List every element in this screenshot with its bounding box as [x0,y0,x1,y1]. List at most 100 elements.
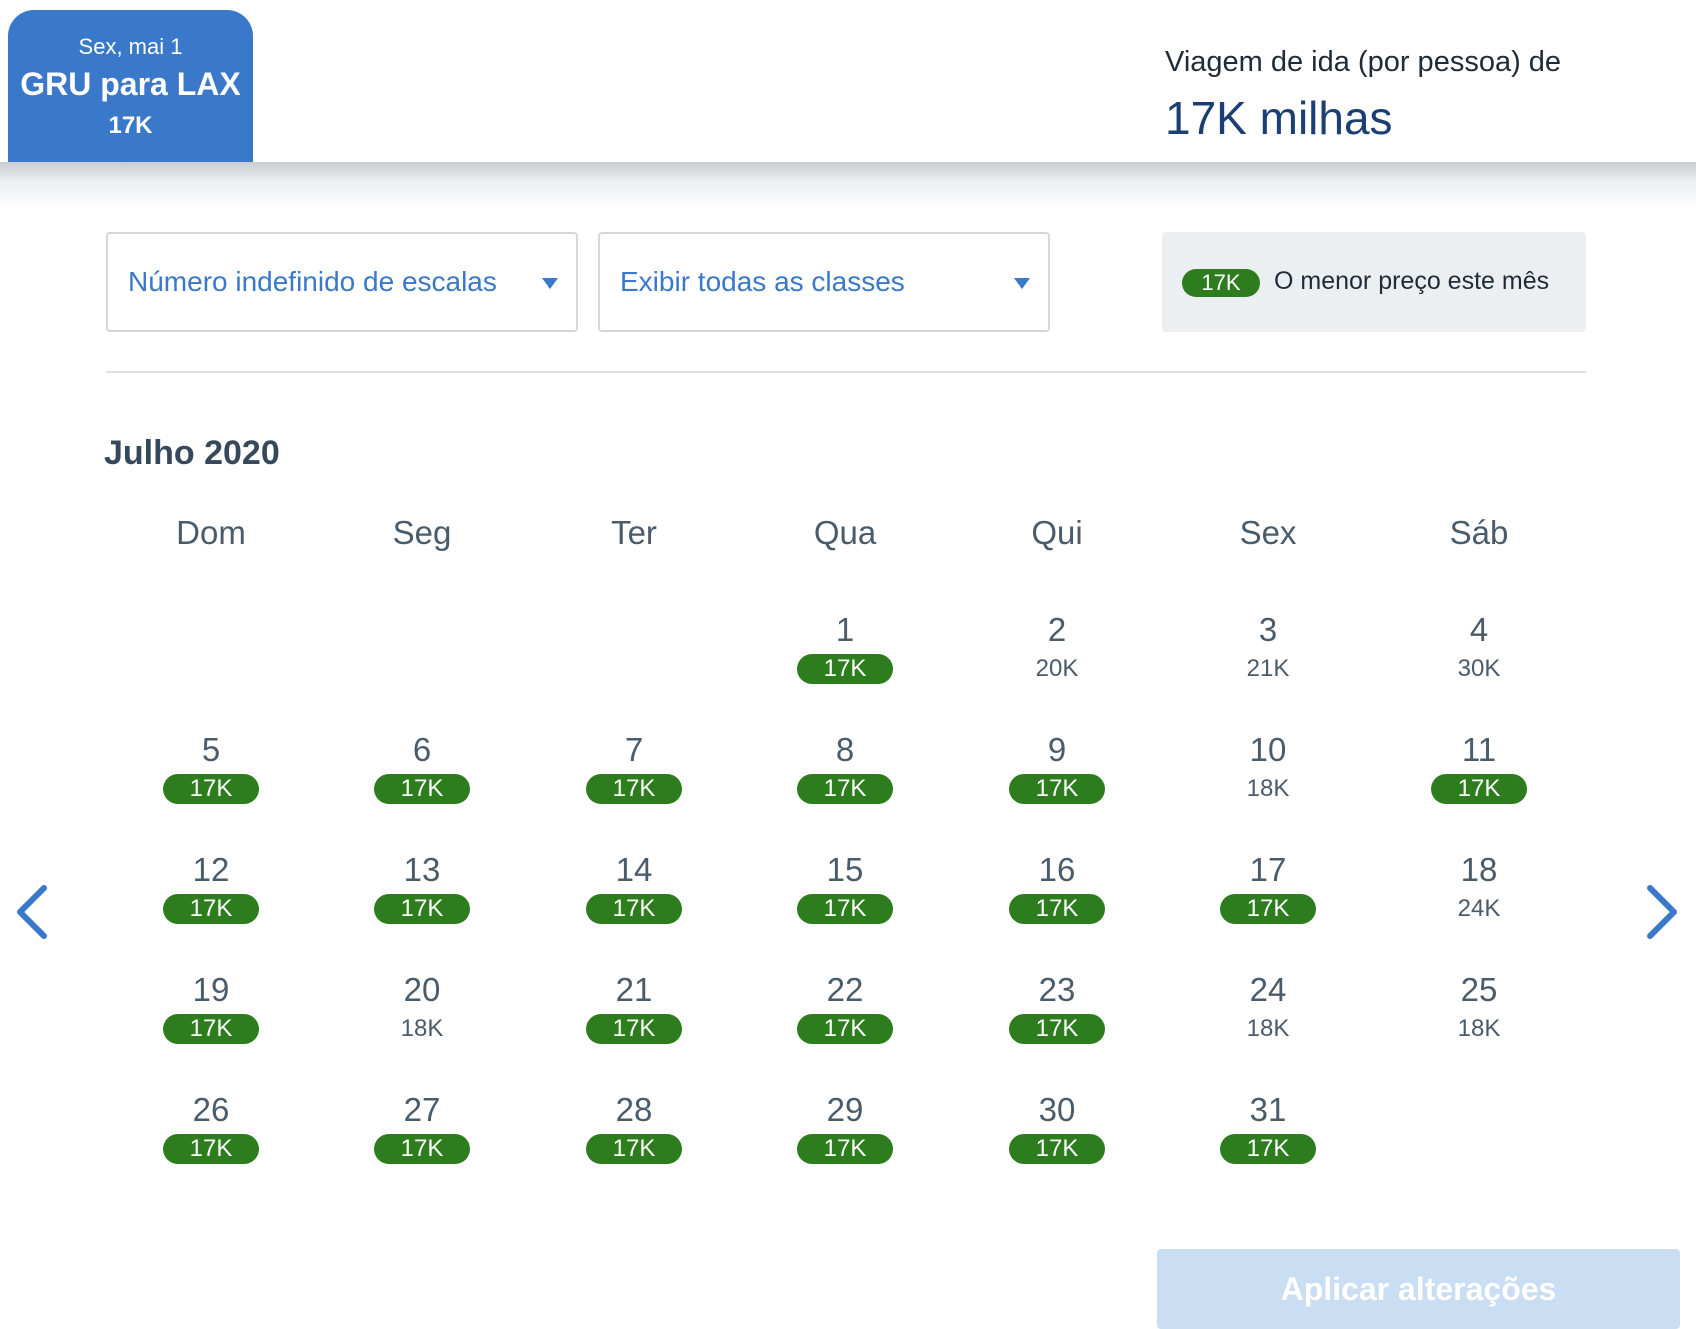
lowest-price-legend: 17K O menor preço este mês [1162,232,1586,332]
lowest-price-pill: 17K [163,1014,259,1044]
calendar-day[interactable]: 14 17K [574,852,694,948]
day-number: 20 [403,971,441,1008]
calendar-day[interactable]: 17 17K [1208,852,1328,948]
day-number: 24 [1249,971,1287,1008]
day-price: 18K [400,1015,444,1042]
calendar-day[interactable]: 29 17K [785,1092,905,1188]
calendar-day[interactable]: 15 17K [785,852,905,948]
day-number: 5 [201,731,221,768]
day-number: 31 [1249,1091,1287,1128]
calendar-day[interactable]: 23 17K [997,972,1117,1068]
day-number: 17 [1249,851,1287,888]
weekday-header: Sex [1239,514,1297,551]
lowest-price-pill: 17K [797,894,893,924]
lowest-price-pill: 17K [797,1134,893,1164]
day-number: 25 [1460,971,1498,1008]
legend-text: O menor preço este mês [1274,267,1550,295]
day-number: 1 [835,611,855,648]
lowest-price-pill: 17K [374,1134,470,1164]
divider [106,371,1586,373]
price-summary: Viagem de ida (por pessoa) de 17K milhas [1165,46,1561,145]
day-number: 10 [1249,731,1287,768]
day-number: 4 [1469,611,1489,648]
day-number: 29 [826,1091,864,1128]
lowest-price-pill: 17K [586,894,682,924]
day-price: 18K [1457,1015,1501,1042]
day-number: 22 [826,971,864,1008]
calendar-day[interactable]: 1 17K [785,612,905,708]
lowest-price-pill: 17K [797,1014,893,1044]
calendar-day[interactable]: 20 18K [362,972,482,1068]
lowest-price-pill: 17K [1009,1134,1105,1164]
lowest-price-pill: 17K [1220,894,1316,924]
lowest-price-pill: 17K [1220,1134,1316,1164]
lowest-price-pill: 17K [163,774,259,804]
lowest-price-pill: 17K [163,894,259,924]
stops-dropdown[interactable]: Número indefinido de escalas [106,232,578,332]
calendar-day[interactable]: 3 21K [1208,612,1328,708]
apply-changes-button[interactable]: Aplicar alterações [1157,1249,1680,1329]
day-number: 21 [615,971,653,1008]
lowest-price-pill: 17K [586,1134,682,1164]
day-price: 18K [1246,1015,1290,1042]
calendar-day[interactable]: 24 18K [1208,972,1328,1068]
calendar-day[interactable]: 4 30K [1419,612,1539,708]
day-number: 11 [1461,731,1497,768]
day-number: 19 [192,971,230,1008]
chevron-right-icon[interactable] [1634,882,1684,942]
day-number: 28 [615,1091,653,1128]
lowest-price-pill: 17K [586,1014,682,1044]
calendar-day[interactable]: 22 17K [785,972,905,1068]
day-number: 2 [1047,611,1067,648]
calendar-day[interactable]: 27 17K [362,1092,482,1188]
day-number: 13 [403,851,441,888]
trip-tab[interactable]: Sex, mai 1 GRU para LAX 17K [8,10,253,162]
weekday-header: Dom [176,514,246,551]
lowest-price-pill: 17K [1009,1014,1105,1044]
day-number: 16 [1038,851,1076,888]
calendar-day[interactable]: 11 17K [1419,732,1539,828]
calendar-day[interactable]: 10 18K [1208,732,1328,828]
day-number: 15 [826,851,864,888]
calendar-day[interactable]: 9 17K [997,732,1117,828]
class-dropdown[interactable]: Exibir todas as classes [598,232,1050,332]
calendar-day[interactable]: 7 17K [574,732,694,828]
day-number: 27 [403,1091,441,1128]
weekday-header: Qui [1031,514,1083,551]
calendar-day[interactable]: 25 18K [1419,972,1539,1068]
day-number: 30 [1038,1091,1076,1128]
calendar-day[interactable]: 28 17K [574,1092,694,1188]
calendar-day[interactable]: 30 17K [997,1092,1117,1188]
calendar-day[interactable]: 2 20K [997,612,1117,708]
calendar-day[interactable]: 18 24K [1419,852,1539,948]
calendar-day[interactable]: 26 17K [151,1092,271,1188]
calendar-day[interactable]: 31 17K [1208,1092,1328,1188]
day-price: 18K [1246,775,1290,802]
header: Sex, mai 1 GRU para LAX 17K Viagem de id… [0,0,1696,162]
calendar-day[interactable]: 21 17K [574,972,694,1068]
lowest-price-pill: 17K [374,894,470,924]
caret-down-icon [542,278,558,289]
day-price: 30K [1457,655,1501,682]
caret-down-icon [1014,278,1030,289]
calendar-day[interactable]: 16 17K [997,852,1117,948]
day-number: 6 [412,731,432,768]
day-number: 18 [1460,851,1498,888]
day-number: 9 [1047,731,1067,768]
calendar-day[interactable]: 5 17K [151,732,271,828]
calendar-day[interactable]: 19 17K [151,972,271,1068]
day-number: 26 [192,1091,230,1128]
trip-route: GRU para LAX [20,66,241,102]
weekday-header: Qua [813,514,877,551]
lowest-price-pill: 17K [1431,774,1527,804]
lowest-price-pill: 17K [163,1134,259,1164]
calendar-day[interactable]: 12 17K [151,852,271,948]
calendar-day[interactable]: 13 17K [362,852,482,948]
day-number: 8 [835,731,855,768]
chevron-left-icon[interactable] [10,882,60,942]
trip-price: 17K [108,112,153,139]
day-price: 21K [1246,655,1290,682]
calendar-day[interactable]: 6 17K [362,732,482,828]
day-number: 7 [624,731,644,768]
calendar-day[interactable]: 8 17K [785,732,905,828]
